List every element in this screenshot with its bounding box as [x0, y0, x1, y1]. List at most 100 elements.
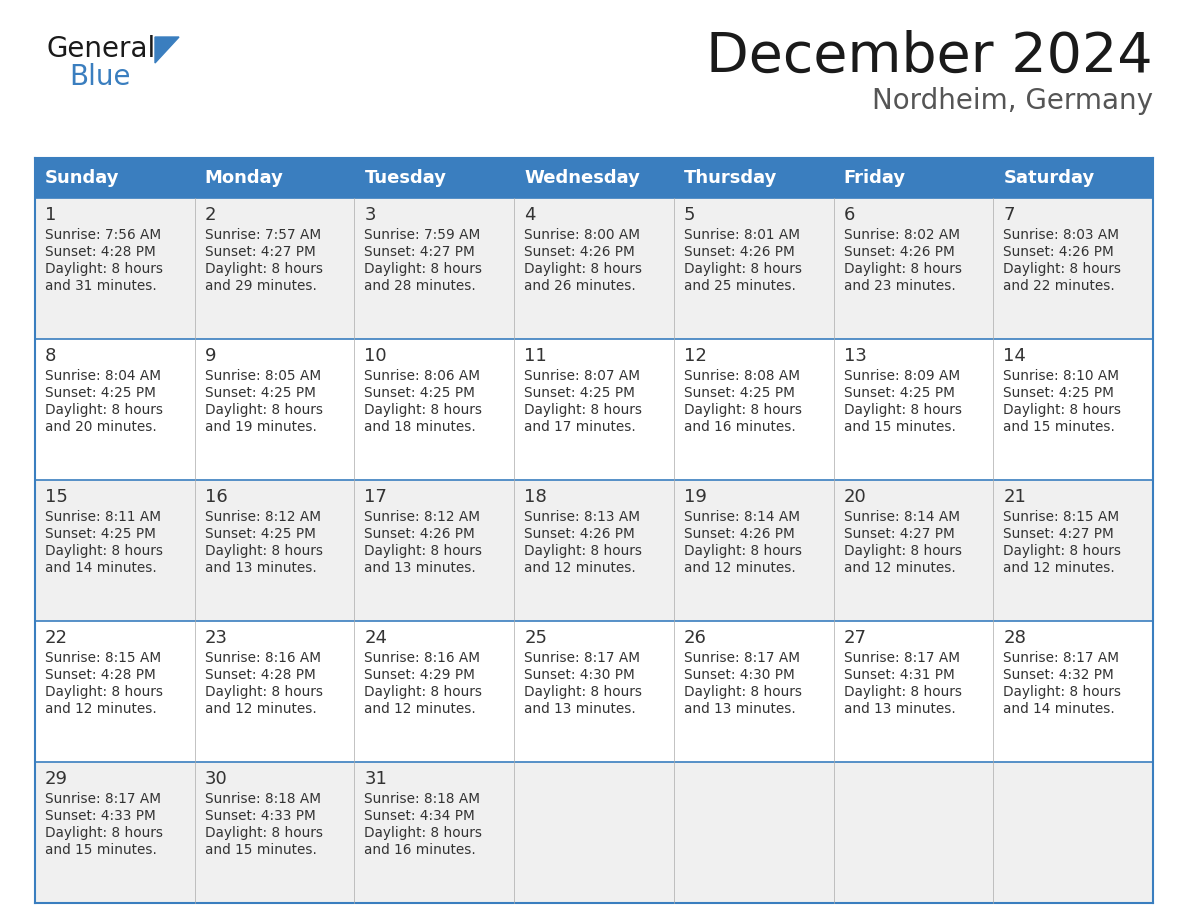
Text: and 16 minutes.: and 16 minutes. — [365, 843, 476, 857]
Text: 16: 16 — [204, 488, 227, 506]
Text: Daylight: 8 hours: Daylight: 8 hours — [45, 403, 163, 417]
Text: Sunset: 4:27 PM: Sunset: 4:27 PM — [204, 245, 316, 259]
Text: 25: 25 — [524, 629, 548, 647]
Text: Daylight: 8 hours: Daylight: 8 hours — [204, 685, 323, 699]
Text: Nordheim, Germany: Nordheim, Germany — [872, 87, 1154, 115]
Polygon shape — [154, 37, 179, 63]
Text: Sunrise: 8:12 AM: Sunrise: 8:12 AM — [204, 510, 321, 524]
Text: Sunrise: 8:06 AM: Sunrise: 8:06 AM — [365, 369, 480, 383]
Text: 5: 5 — [684, 206, 695, 224]
Text: Monday: Monday — [204, 169, 284, 187]
Text: 12: 12 — [684, 347, 707, 365]
Text: Sunset: 4:28 PM: Sunset: 4:28 PM — [204, 668, 316, 682]
Text: Sunset: 4:27 PM: Sunset: 4:27 PM — [843, 527, 954, 541]
Text: Daylight: 8 hours: Daylight: 8 hours — [524, 403, 643, 417]
Bar — [674, 158, 834, 198]
Text: Sunset: 4:29 PM: Sunset: 4:29 PM — [365, 668, 475, 682]
Text: Sunset: 4:25 PM: Sunset: 4:25 PM — [1004, 386, 1114, 400]
Text: Sunrise: 8:18 AM: Sunrise: 8:18 AM — [204, 792, 321, 806]
Text: Sunset: 4:32 PM: Sunset: 4:32 PM — [1004, 668, 1114, 682]
Text: Sunrise: 8:01 AM: Sunrise: 8:01 AM — [684, 228, 800, 242]
Text: 29: 29 — [45, 770, 68, 788]
Text: Daylight: 8 hours: Daylight: 8 hours — [45, 826, 163, 840]
Text: Sunset: 4:26 PM: Sunset: 4:26 PM — [684, 527, 795, 541]
Text: and 15 minutes.: and 15 minutes. — [843, 420, 955, 434]
Text: Daylight: 8 hours: Daylight: 8 hours — [204, 403, 323, 417]
Text: Sunrise: 8:10 AM: Sunrise: 8:10 AM — [1004, 369, 1119, 383]
Text: Sunset: 4:25 PM: Sunset: 4:25 PM — [45, 386, 156, 400]
Text: 6: 6 — [843, 206, 855, 224]
Text: Sunrise: 7:57 AM: Sunrise: 7:57 AM — [204, 228, 321, 242]
Text: 28: 28 — [1004, 629, 1026, 647]
Bar — [354, 158, 514, 198]
Text: and 22 minutes.: and 22 minutes. — [1004, 279, 1116, 293]
Bar — [514, 158, 674, 198]
Text: and 12 minutes.: and 12 minutes. — [684, 561, 796, 575]
Text: Sunset: 4:25 PM: Sunset: 4:25 PM — [843, 386, 954, 400]
Text: and 13 minutes.: and 13 minutes. — [524, 702, 636, 716]
Text: Sunrise: 8:11 AM: Sunrise: 8:11 AM — [45, 510, 162, 524]
Text: Sunrise: 8:17 AM: Sunrise: 8:17 AM — [524, 651, 640, 665]
Text: Daylight: 8 hours: Daylight: 8 hours — [1004, 403, 1121, 417]
Text: 3: 3 — [365, 206, 375, 224]
Text: Sunset: 4:31 PM: Sunset: 4:31 PM — [843, 668, 954, 682]
Text: and 14 minutes.: and 14 minutes. — [45, 561, 157, 575]
Text: 23: 23 — [204, 629, 228, 647]
Text: Sunset: 4:26 PM: Sunset: 4:26 PM — [843, 245, 954, 259]
Text: Daylight: 8 hours: Daylight: 8 hours — [684, 685, 802, 699]
Text: and 25 minutes.: and 25 minutes. — [684, 279, 796, 293]
Text: Daylight: 8 hours: Daylight: 8 hours — [843, 262, 961, 276]
Text: and 31 minutes.: and 31 minutes. — [45, 279, 157, 293]
Text: and 20 minutes.: and 20 minutes. — [45, 420, 157, 434]
Text: Sunset: 4:27 PM: Sunset: 4:27 PM — [1004, 527, 1114, 541]
Text: and 19 minutes.: and 19 minutes. — [204, 420, 316, 434]
Text: Sunrise: 8:17 AM: Sunrise: 8:17 AM — [45, 792, 162, 806]
Text: General: General — [48, 35, 157, 63]
Text: Daylight: 8 hours: Daylight: 8 hours — [1004, 262, 1121, 276]
Text: Sunset: 4:26 PM: Sunset: 4:26 PM — [365, 527, 475, 541]
Text: Sunrise: 7:59 AM: Sunrise: 7:59 AM — [365, 228, 481, 242]
Text: Daylight: 8 hours: Daylight: 8 hours — [684, 262, 802, 276]
Text: Sunrise: 7:56 AM: Sunrise: 7:56 AM — [45, 228, 162, 242]
Text: Blue: Blue — [69, 63, 131, 91]
Text: 27: 27 — [843, 629, 866, 647]
Text: Daylight: 8 hours: Daylight: 8 hours — [843, 403, 961, 417]
Text: Daylight: 8 hours: Daylight: 8 hours — [524, 544, 643, 558]
Text: 24: 24 — [365, 629, 387, 647]
Text: 22: 22 — [45, 629, 68, 647]
Text: Sunset: 4:25 PM: Sunset: 4:25 PM — [204, 386, 316, 400]
Text: 18: 18 — [524, 488, 546, 506]
Text: 4: 4 — [524, 206, 536, 224]
Text: and 12 minutes.: and 12 minutes. — [524, 561, 636, 575]
Text: Sunday: Sunday — [45, 169, 120, 187]
Text: 7: 7 — [1004, 206, 1015, 224]
Text: Daylight: 8 hours: Daylight: 8 hours — [45, 262, 163, 276]
Text: Sunset: 4:25 PM: Sunset: 4:25 PM — [365, 386, 475, 400]
Text: Sunrise: 8:12 AM: Sunrise: 8:12 AM — [365, 510, 480, 524]
Text: Sunset: 4:25 PM: Sunset: 4:25 PM — [204, 527, 316, 541]
Text: Sunrise: 8:02 AM: Sunrise: 8:02 AM — [843, 228, 960, 242]
Text: Daylight: 8 hours: Daylight: 8 hours — [524, 262, 643, 276]
Text: Sunset: 4:26 PM: Sunset: 4:26 PM — [1004, 245, 1114, 259]
Text: 2: 2 — [204, 206, 216, 224]
Text: 13: 13 — [843, 347, 866, 365]
Text: Thursday: Thursday — [684, 169, 777, 187]
Text: and 15 minutes.: and 15 minutes. — [45, 843, 157, 857]
Text: and 18 minutes.: and 18 minutes. — [365, 420, 476, 434]
Text: Sunset: 4:27 PM: Sunset: 4:27 PM — [365, 245, 475, 259]
Text: and 12 minutes.: and 12 minutes. — [843, 561, 955, 575]
Text: Sunset: 4:25 PM: Sunset: 4:25 PM — [45, 527, 156, 541]
Text: 30: 30 — [204, 770, 227, 788]
Text: Sunrise: 8:00 AM: Sunrise: 8:00 AM — [524, 228, 640, 242]
Bar — [834, 158, 993, 198]
Text: Sunrise: 8:17 AM: Sunrise: 8:17 AM — [1004, 651, 1119, 665]
Text: Sunrise: 8:14 AM: Sunrise: 8:14 AM — [684, 510, 800, 524]
Text: and 13 minutes.: and 13 minutes. — [204, 561, 316, 575]
Text: Daylight: 8 hours: Daylight: 8 hours — [1004, 685, 1121, 699]
Text: 26: 26 — [684, 629, 707, 647]
Text: Daylight: 8 hours: Daylight: 8 hours — [204, 262, 323, 276]
Text: Sunset: 4:33 PM: Sunset: 4:33 PM — [45, 809, 156, 823]
Text: Daylight: 8 hours: Daylight: 8 hours — [843, 544, 961, 558]
Text: Wednesday: Wednesday — [524, 169, 640, 187]
Text: Tuesday: Tuesday — [365, 169, 447, 187]
